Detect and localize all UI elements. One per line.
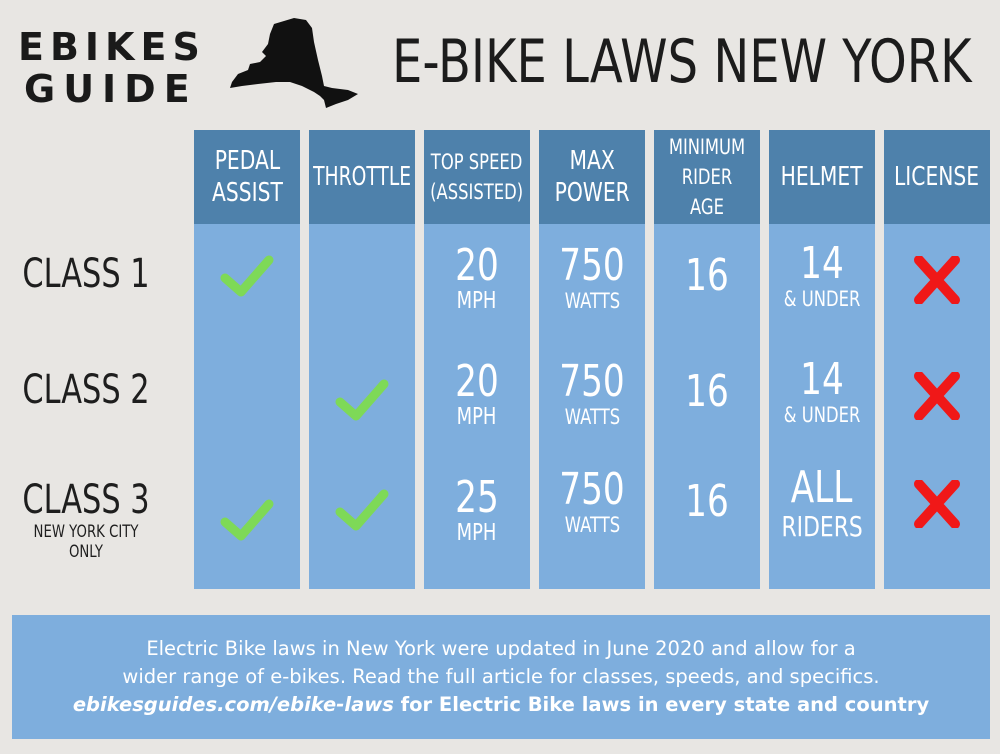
cell-class-2-max-power: 750 WATTS: [539, 344, 645, 444]
cell-class-1-top-speed: 20 MPH: [424, 228, 530, 328]
column-pedal-assist: PEDAL ASSIST: [194, 130, 300, 589]
row-sublabel-text: NEW YORK CITY ONLY: [33, 522, 139, 562]
power-value: 750: [559, 464, 625, 515]
check-icon: [335, 379, 389, 421]
footer-link[interactable]: ebikesguides.com/ebike-laws: [72, 693, 394, 716]
column-header: LICENSE: [884, 130, 990, 224]
check-icon: [335, 489, 389, 531]
helmet-unit: RIDERS: [781, 510, 863, 543]
new-york-state-icon: [230, 18, 358, 108]
power-unit: WATTS: [564, 405, 620, 429]
speed-value: 20: [455, 240, 499, 291]
logo-line-1: EBIKES: [18, 25, 206, 69]
cell-class-1-pedal-assist: [194, 226, 300, 326]
cell-class-2-top-speed: 20 MPH: [424, 344, 530, 444]
cell-class-2-throttle: [309, 350, 415, 450]
column-header-label: HELMET: [780, 162, 864, 192]
footer-line-3: ebikesguides.com/ebike-laws for Electric…: [12, 691, 990, 719]
page-title: E-BIKE LAWS NEW YORK: [392, 27, 972, 97]
cell-class-1-license: [884, 230, 990, 330]
column-header-label: MAX POWER: [554, 146, 630, 208]
column-header-label: TOP SPEED (ASSISTED): [430, 150, 524, 204]
speed-value: 25: [455, 472, 499, 523]
cell-class-1-max-power: 750 WATTS: [539, 228, 645, 328]
cell-class-3-top-speed: 25 MPH: [424, 460, 530, 560]
speed-unit: MPH: [457, 288, 497, 314]
column-header: PEDAL ASSIST: [194, 130, 300, 224]
column-header: TOP SPEED (ASSISTED): [424, 130, 530, 224]
logo-line-2: GUIDE: [24, 67, 198, 111]
column-header-label: MINIMUM RIDER AGE: [668, 135, 746, 219]
speed-value: 20: [455, 356, 499, 407]
column-header: MAX POWER: [539, 130, 645, 224]
column-header: HELMET: [769, 130, 875, 224]
cell-class-2-license: [884, 346, 990, 446]
cell-class-2-min-age: 16: [654, 342, 760, 442]
row-label-text: CLASS 3: [22, 477, 150, 523]
power-unit: WATTS: [564, 289, 620, 313]
cell-class-3-throttle: [309, 460, 415, 560]
column-header: MINIMUM RIDER AGE: [654, 130, 760, 224]
cell-class-3-pedal-assist: [194, 470, 300, 570]
column-max-power: MAX POWER 750 WATTS 750 WATTS 750 WATTS: [539, 130, 645, 589]
footer-line-1: Electric Bike laws in New York were upda…: [146, 637, 856, 660]
check-icon: [220, 255, 274, 297]
power-value: 750: [559, 240, 625, 291]
cross-icon: [914, 372, 960, 420]
column-header-label: LICENSE: [894, 162, 980, 192]
helmet-unit: & UNDER: [783, 403, 861, 427]
row-label-class-3: CLASS 3 NEW YORK CITY ONLY: [0, 478, 172, 562]
cell-class-3-min-age: 16: [654, 452, 760, 552]
cross-icon: [914, 480, 960, 528]
row-label-class-1: CLASS 1: [0, 252, 172, 296]
cell-class-2-helmet: 14 & UNDER: [769, 342, 875, 442]
column-minimum-rider-age: MINIMUM RIDER AGE 16 16 16: [654, 130, 760, 589]
check-icon: [220, 499, 274, 541]
age-value: 16: [685, 476, 729, 527]
cross-icon: [914, 256, 960, 304]
helmet-unit: & UNDER: [783, 287, 861, 311]
column-helmet: HELMET 14 & UNDER 14 & UNDER ALL RIDERS: [769, 130, 875, 589]
cell-class-3-max-power: 750 WATTS: [539, 452, 645, 552]
age-value: 16: [685, 366, 729, 417]
cell-class-3-license: [884, 454, 990, 554]
footer-line-2: wider range of e-bikes. Read the full ar…: [122, 665, 880, 688]
row-label-class-2: CLASS 2: [0, 368, 172, 412]
speed-unit: MPH: [457, 404, 497, 430]
cell-class-1-min-age: 16: [654, 226, 760, 326]
age-value: 16: [685, 250, 729, 301]
column-header-label: PEDAL ASSIST: [211, 146, 283, 208]
column-top-speed: TOP SPEED (ASSISTED) 20 MPH 20 MPH 25 MP…: [424, 130, 530, 589]
speed-unit: MPH: [457, 520, 497, 546]
footer-line-3-text: for Electric Bike laws in every state an…: [393, 693, 930, 716]
helmet-value: 14: [800, 354, 844, 405]
helmet-value: ALL: [791, 462, 853, 513]
helmet-value: 14: [800, 238, 844, 289]
column-license: LICENSE: [884, 130, 990, 589]
power-unit: WATTS: [564, 513, 620, 537]
logo: EBIKES GUIDE: [18, 25, 206, 111]
column-header: THROTTLE: [309, 130, 415, 224]
column-throttle: THROTTLE: [309, 130, 415, 589]
column-header-label: THROTTLE: [312, 162, 412, 192]
footer-note: Electric Bike laws in New York were upda…: [12, 615, 990, 739]
power-value: 750: [559, 356, 625, 407]
cell-class-3-helmet: ALL RIDERS: [769, 454, 875, 554]
row-label-text: CLASS 1: [22, 251, 150, 297]
cell-class-1-helmet: 14 & UNDER: [769, 226, 875, 326]
row-label-text: CLASS 2: [22, 367, 150, 413]
